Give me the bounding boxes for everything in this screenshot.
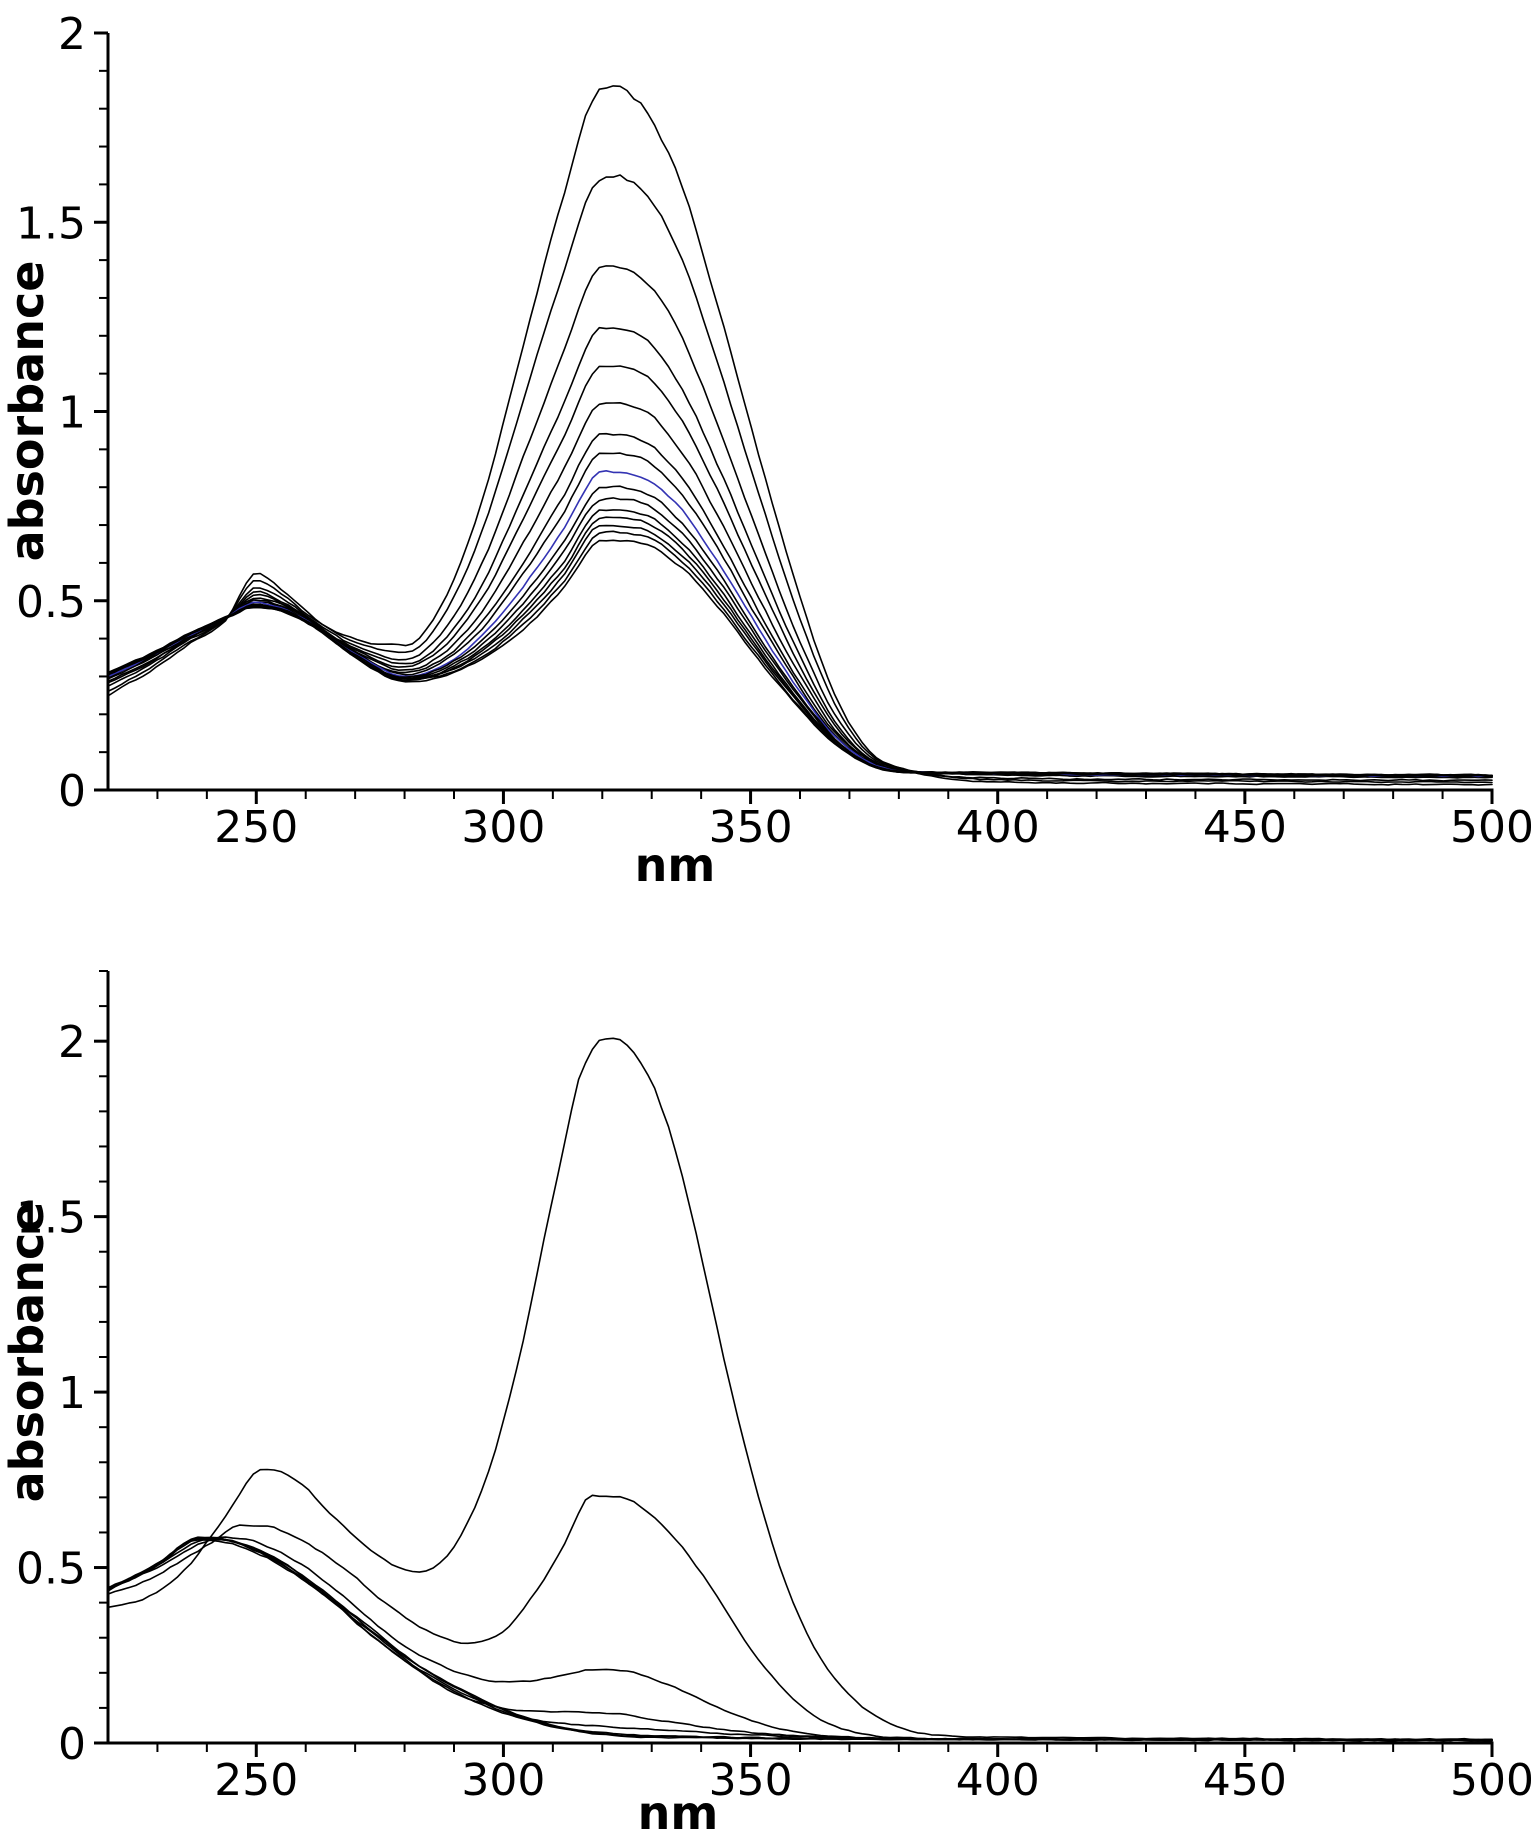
series-line-scan-01 (107, 85, 1493, 786)
series-line-scan-14 (107, 524, 1493, 777)
series-line-scan-10 (107, 485, 1493, 777)
x-tick-label: 350 (709, 802, 793, 853)
y-tick-label: 1.5 (16, 1193, 86, 1244)
series-line-scan-13 (107, 516, 1493, 777)
series-line-scan-tall (107, 1037, 1493, 1741)
bottom-chart: 0 0.5 1 1.5 2 250 300 350 400 450 500 (16, 970, 1531, 1806)
series-line-scan-tiny-bump (107, 1538, 1493, 1742)
y-tick-label: 0.5 (16, 1544, 86, 1595)
bottom-chart-x-axis-title: nm (637, 1786, 719, 1840)
x-tick-label: 350 (709, 1755, 793, 1806)
series-line-scan-band-c (107, 1536, 1493, 1741)
y-tick-label: 0 (58, 766, 86, 817)
x-tick-label: 300 (461, 1755, 545, 1806)
series-line-scan-07 (107, 432, 1493, 778)
series-line-scan-05 (107, 365, 1493, 779)
x-tick-label: 300 (461, 802, 545, 853)
x-tick-label: 400 (956, 802, 1040, 853)
top-chart: 0 0.5 1 1.5 2 250 300 350 400 450 500 (16, 9, 1531, 853)
y-tick-label: 1 (58, 1368, 86, 1419)
y-tick-label: 0.5 (16, 577, 86, 628)
x-tick-label: 500 (1450, 802, 1531, 853)
y-tick-label: 2 (58, 1017, 86, 1068)
series-line-scan-strand (107, 1537, 1493, 1742)
y-tick-label: 0 (58, 1719, 86, 1770)
series-line-scan-band-a (107, 1537, 1493, 1742)
series-line-scan-band-b (107, 1538, 1493, 1742)
series-line-scan-15 (107, 530, 1493, 777)
series-line-scan-04 (107, 326, 1493, 779)
x-tick-label: 250 (214, 1755, 298, 1806)
x-tick-label: 400 (956, 1755, 1040, 1806)
series-line-scan-08 (107, 452, 1493, 778)
series-line-scan-small (107, 1536, 1493, 1742)
x-tick-label: 450 (1203, 802, 1287, 853)
x-tick-label: 250 (214, 802, 298, 853)
series-line-scan-11 (107, 497, 1493, 777)
series-line-scan-16 (107, 539, 1493, 777)
y-tick-label: 2 (58, 9, 86, 60)
y-tick-label: 1 (58, 388, 86, 439)
x-tick-label: 500 (1450, 1755, 1531, 1806)
x-tick-label: 450 (1203, 1755, 1287, 1806)
top-chart-x-axis-title: nm (634, 838, 716, 892)
series-line-scan-02 (107, 174, 1493, 784)
y-tick-label: 1.5 (16, 198, 86, 249)
series-line-scan-06 (107, 401, 1493, 779)
series-line-scan-03 (107, 265, 1493, 782)
